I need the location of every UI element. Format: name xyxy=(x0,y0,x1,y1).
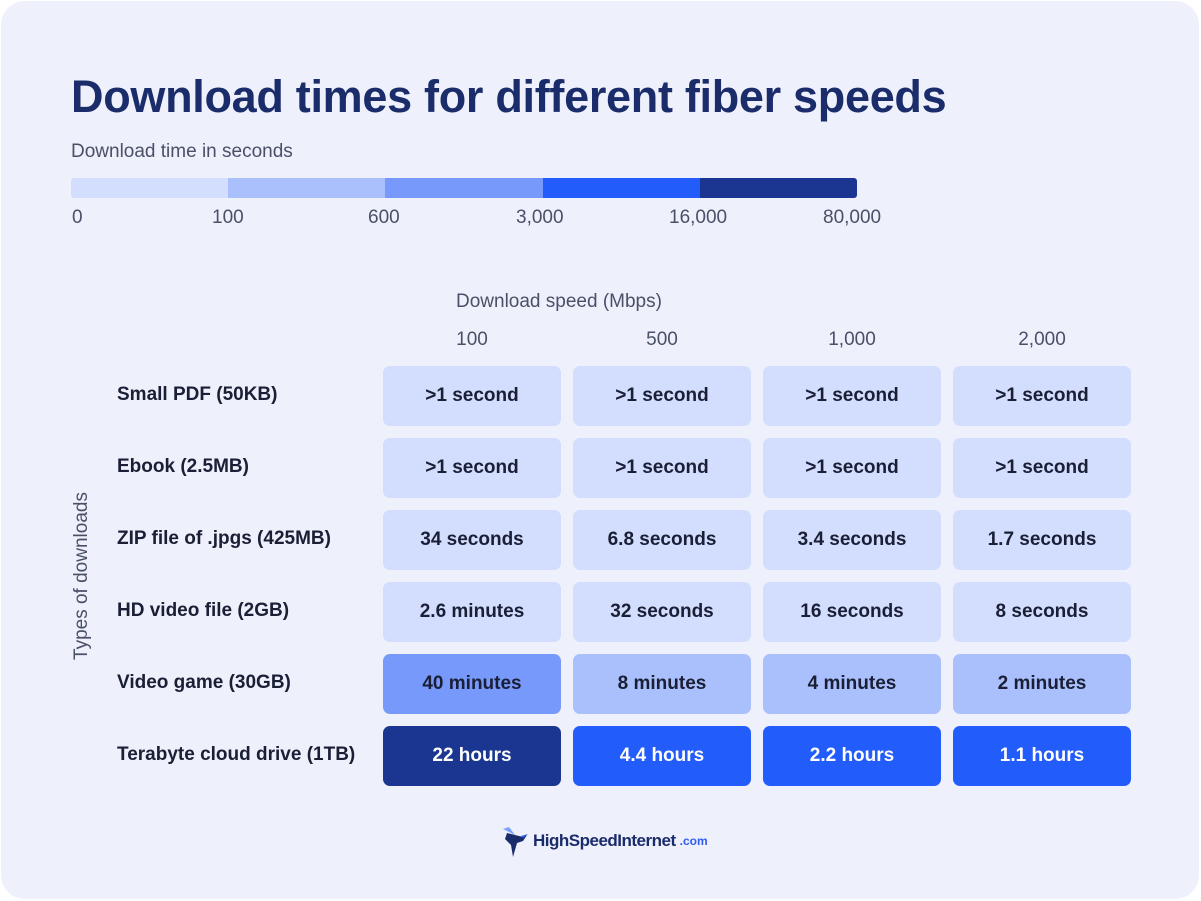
legend-segment-0 xyxy=(71,178,229,198)
heatmap-cell: >1 second xyxy=(953,438,1131,498)
heatmap-cell: 2.2 hours xyxy=(763,726,941,786)
heatmap-cell: 16 seconds xyxy=(763,582,941,642)
legend-tick-0: 0 xyxy=(72,207,83,228)
brand-tld: .com xyxy=(679,834,708,848)
heatmap-cell: 6.8 seconds xyxy=(573,510,751,570)
column-header-0: 100 xyxy=(456,329,488,350)
column-header-3: 2,000 xyxy=(1018,329,1066,350)
heatmap-cell: >1 second xyxy=(383,438,561,498)
legend-title: Download time in seconds xyxy=(71,141,293,162)
brand-name: HighSpeedInternet xyxy=(533,831,676,850)
legend-tick-2: 600 xyxy=(368,207,400,228)
legend-scale xyxy=(71,178,857,198)
legend-segment-2 xyxy=(385,178,543,198)
y-axis-label: Types of downloads xyxy=(71,492,92,660)
row-label-0: Small PDF (50KB) xyxy=(117,384,278,405)
heatmap-cell: 32 seconds xyxy=(573,582,751,642)
row-label-1: Ebook (2.5MB) xyxy=(117,456,249,477)
row-label-4: Video game (30GB) xyxy=(117,672,291,693)
chart-title: Download times for different fiber speed… xyxy=(71,71,947,122)
heatmap-cell: 1.7 seconds xyxy=(953,510,1131,570)
legend-tick-5: 80,000 xyxy=(823,207,882,228)
heatmap-cell: >1 second xyxy=(763,366,941,426)
heatmap-cell: 8 minutes xyxy=(573,654,751,714)
legend-tick-3: 3,000 xyxy=(516,207,564,228)
legend-segment-4 xyxy=(699,178,857,198)
heatmap-cell: 34 seconds xyxy=(383,510,561,570)
heatmap-cell: 4.4 hours xyxy=(573,726,751,786)
heatmap-cell: >1 second xyxy=(383,366,561,426)
heatmap-cell: 3.4 seconds xyxy=(763,510,941,570)
heatmap-cell: 2 minutes xyxy=(953,654,1131,714)
heatmap-cell: 1.1 hours xyxy=(953,726,1131,786)
heatmap-cell: 8 seconds xyxy=(953,582,1131,642)
brand-logo: HighSpeedInternet .com xyxy=(501,823,708,859)
row-label-5: Terabyte cloud drive (1TB) xyxy=(117,744,356,765)
row-label-3: HD video file (2GB) xyxy=(117,600,290,621)
column-header-2: 1,000 xyxy=(828,329,876,350)
legend-segment-1 xyxy=(228,178,386,198)
heatmap-cell: >1 second xyxy=(763,438,941,498)
column-header-1: 500 xyxy=(646,329,678,350)
legend-segment-3 xyxy=(542,178,700,198)
heatmap-cell: >1 second xyxy=(573,366,751,426)
hummingbird-logo-icon xyxy=(503,827,528,857)
heatmap-cell: 2.6 minutes xyxy=(383,582,561,642)
heatmap-cell: >1 second xyxy=(573,438,751,498)
heatmap-cell: 4 minutes xyxy=(763,654,941,714)
heatmap-cell: >1 second xyxy=(953,366,1131,426)
legend-tick-4: 16,000 xyxy=(669,207,728,228)
row-label-2: ZIP file of .jpgs (425MB) xyxy=(117,528,331,549)
legend-tick-1: 100 xyxy=(212,207,244,228)
heatmap-cell: 40 minutes xyxy=(383,654,561,714)
heatmap-cell: 22 hours xyxy=(383,726,561,786)
x-axis-label: Download speed (Mbps) xyxy=(456,291,662,312)
